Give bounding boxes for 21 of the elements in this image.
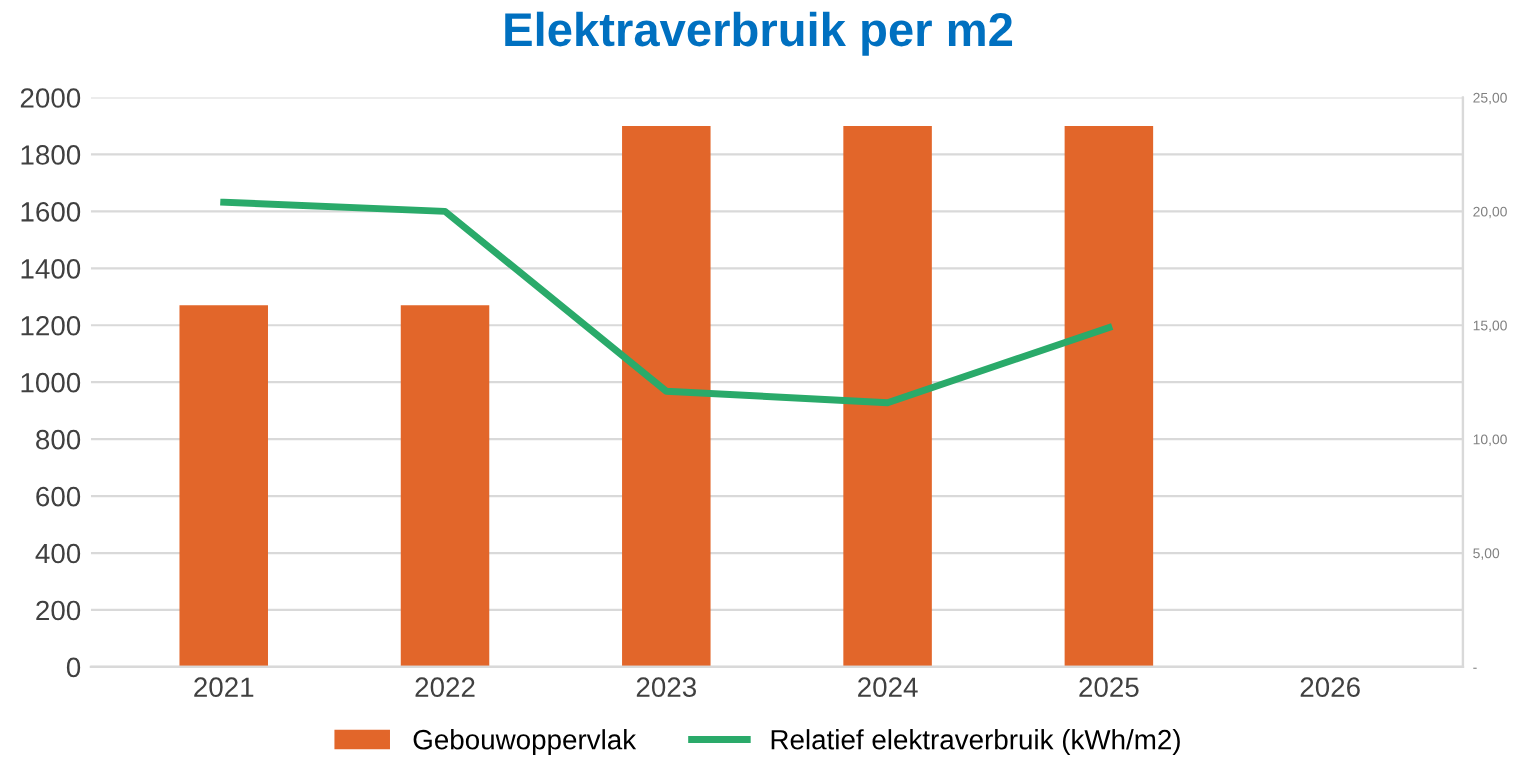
y-tick-label: 1000 [21, 372, 81, 393]
y-tick-label: 1400 [21, 258, 81, 279]
x-tick-label: 2021 [194, 677, 254, 698]
y-tick-label: 800 [36, 429, 81, 450]
y-tick-label: 1800 [21, 145, 81, 165]
y-tick-label: 1200 [21, 315, 81, 336]
x-tick-label: 2022 [415, 677, 475, 698]
x-tick-label: 2025 [1079, 677, 1139, 698]
y-tick-label: 0 [66, 657, 81, 678]
y-tick-label: 2000 [20, 88, 81, 108]
x-tick-label: 2026 [1300, 677, 1360, 698]
legend-label: Relatief elektraverbruik (kWh/m2) [771, 729, 1180, 755]
y-tick-label: 400 [35, 543, 81, 564]
y-tick-label: 200 [36, 600, 81, 621]
x-tick-label: 2024 [858, 677, 918, 698]
chart-title: Elektraverbruik per m2 [505, 11, 1013, 56]
y-tick-label: 600 [36, 486, 81, 507]
legend-label: Gebouwoppervlak [413, 729, 637, 755]
y-tick-label: 1600 [21, 202, 81, 222]
line-series [220, 198, 1113, 407]
x-tick-label: 2023 [636, 677, 696, 698]
